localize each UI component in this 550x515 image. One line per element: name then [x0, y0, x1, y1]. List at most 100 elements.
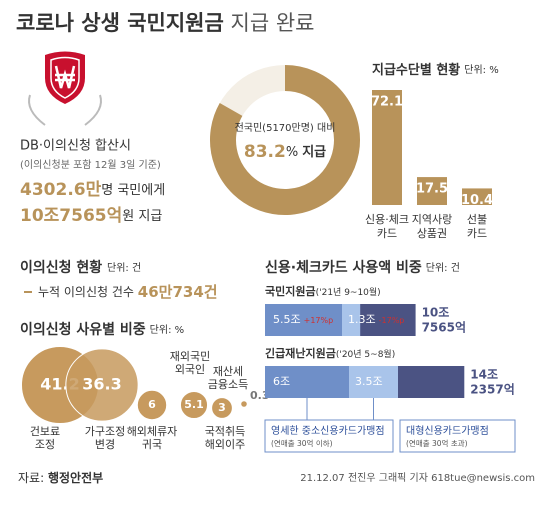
hbar-title-text: 신용·체크카드 사용액 비중 — [265, 259, 422, 276]
segment-value: 5.5조 — [273, 313, 301, 326]
bar — [462, 188, 492, 205]
bubble-category: 해외체류자 — [127, 424, 178, 438]
svg-text:누적 이의신청 건수 46만734건: 누적 이의신청 건수 46만734건 — [38, 283, 218, 301]
segment-change: +17%p — [304, 316, 334, 325]
hbar-title: 신용·체크카드 사용액 비중 단위: 건 — [265, 259, 460, 276]
bubble-category: 국적취득 — [205, 425, 245, 438]
donut-value: 83.2 — [244, 142, 286, 162]
group-name: 긴급재난지원금 — [265, 346, 336, 360]
appeal-label: 누적 이의신청 건수 — [38, 285, 134, 299]
group-label: 긴급재난지원금('20년 5~8월) — [265, 346, 395, 360]
bubble-title: 이의신청 사유별 비중 단위: % — [20, 321, 184, 338]
donut-arc — [210, 65, 360, 215]
appeal-unit: 단위: 건 — [107, 261, 141, 274]
bar-value: 72.1 — [371, 95, 403, 110]
bubble — [240, 400, 248, 408]
bar-category: 상품권 — [417, 227, 447, 240]
bubble-category: 금융소득 — [208, 378, 248, 391]
bubble — [65, 348, 139, 422]
summary: DB·이의신청 합산시 (이의신청분 포함 12월 3일 기준) 4302.6만… — [20, 139, 165, 227]
bubble-category: 귀국 — [142, 438, 162, 451]
segment-value: 1.3조 — [348, 313, 376, 326]
group-label: 국민지원금('21년 9~10월) — [265, 284, 381, 298]
bubble-category: 해외이주 — [205, 437, 245, 451]
segment-value: 6조 — [273, 375, 290, 388]
segment — [265, 304, 342, 336]
note-sub: (연매출 30억 이하) — [271, 438, 333, 448]
group-period: ('20년 5~8월) — [336, 348, 395, 360]
people-value: 4302.6만 — [20, 180, 102, 200]
bubble — [179, 390, 209, 420]
bubble-category: 재산세 — [213, 365, 243, 378]
credit: 21.12.07 전진우 그래픽 기자 618tue@newsis.com — [300, 472, 535, 484]
appeal-title: 이의신청 현황 단위: 건 — [20, 259, 141, 276]
total-label: 10조 — [422, 306, 450, 320]
segment — [342, 304, 361, 336]
segment — [265, 366, 349, 398]
svg-text:10조7565억원 지급: 10조7565억원 지급 — [20, 206, 162, 226]
segment-label: 3.5조 — [355, 375, 383, 388]
note-label: 대형신용카드가맹점 — [406, 425, 489, 437]
note-sub: (연매출 30억 초과) — [406, 438, 468, 448]
donut-label: 전국민(5170만명) 대비 — [235, 122, 336, 134]
note-box — [399, 419, 516, 453]
segment-value: 3.5조 — [355, 375, 383, 388]
bar-value: 17.5 — [416, 182, 448, 197]
amount-value: 10조7565억 — [20, 206, 122, 226]
title-suffix: 지급 완료 — [231, 11, 315, 35]
svg-text:4302.6만명 국민에게: 4302.6만명 국민에게 — [20, 180, 165, 200]
hbar-unit: 단위: 건 — [426, 261, 460, 274]
amount-text: 원 지급 — [122, 209, 162, 224]
bar-category: 카드 — [467, 227, 487, 240]
bubble-value: 36.3 — [82, 375, 121, 394]
summary-note: (이의신청분 포함 12월 3일 기준) — [20, 159, 161, 171]
bar — [372, 90, 402, 205]
bubble — [136, 389, 168, 421]
total-label: 2357억 — [470, 383, 514, 397]
bar-title: 지급수단별 현황 단위: % — [372, 62, 499, 78]
segment-label: 5.5조 +17%p — [273, 313, 333, 326]
bar-title-text: 지급수단별 현황 — [372, 62, 460, 78]
bubble-value: 5.1 — [184, 398, 204, 411]
bubble — [211, 397, 233, 419]
bar-category: 신용·체크 — [365, 213, 409, 226]
bubble-category: 변경 — [95, 438, 115, 451]
total-label: 14조 — [470, 368, 498, 382]
bubble-category: 재외국민 — [170, 350, 210, 363]
total-label: 7565억 — [422, 321, 466, 335]
bubble-category: 외국인 — [175, 363, 205, 376]
bar — [417, 177, 447, 205]
segment-label: 1.3조 -17%p — [348, 313, 404, 326]
summary-source: DB·이의신청 합산시 — [20, 139, 131, 154]
bar-value: 10.4 — [461, 193, 493, 208]
group-name: 국민지원금 — [265, 284, 316, 298]
title: 코로나 상생 국민지원금 지급 완료 — [16, 11, 314, 35]
appeal-title-text: 이의신청 현황 — [20, 259, 102, 276]
title-main: 코로나 상생 국민지원금 — [16, 11, 224, 35]
people-text: 명 국민에게 — [101, 183, 165, 198]
bubble-unit: 단위: % — [150, 323, 184, 336]
shield-icon — [28, 51, 102, 126]
source-label: 자료: — [18, 471, 44, 485]
bar-category: 카드 — [377, 227, 397, 240]
segment — [349, 366, 398, 398]
bar-category: 선불 — [467, 213, 487, 226]
donut-value-line: 83.2% 지급 — [244, 142, 326, 162]
appeal: 이의신청 현황 단위: 건 누적 이의신청 건수 46만734건 — [20, 259, 218, 301]
segment-change: -17%p — [379, 316, 405, 325]
bubble-category: 조정 — [35, 438, 55, 451]
segment-label: 6조 — [273, 375, 290, 388]
appeal-value: 46만734건 — [138, 283, 218, 301]
bubble-category: 건보료 — [30, 425, 60, 438]
group-period: ('21년 9~10월) — [316, 286, 381, 298]
source: 자료: 행정안전부 — [18, 470, 103, 485]
bubble-value: 0.3 — [250, 389, 270, 402]
bubble-title-text: 이의신청 사유별 비중 — [20, 321, 146, 338]
donut-unit: % — [286, 145, 298, 160]
source-name: 행정안전부 — [48, 470, 103, 485]
bar-category: 지역사랑 — [412, 213, 452, 226]
donut-suffix: 지급 — [302, 145, 326, 160]
bubble-value: 6 — [148, 398, 156, 411]
bar-unit: 단위: % — [464, 63, 498, 76]
